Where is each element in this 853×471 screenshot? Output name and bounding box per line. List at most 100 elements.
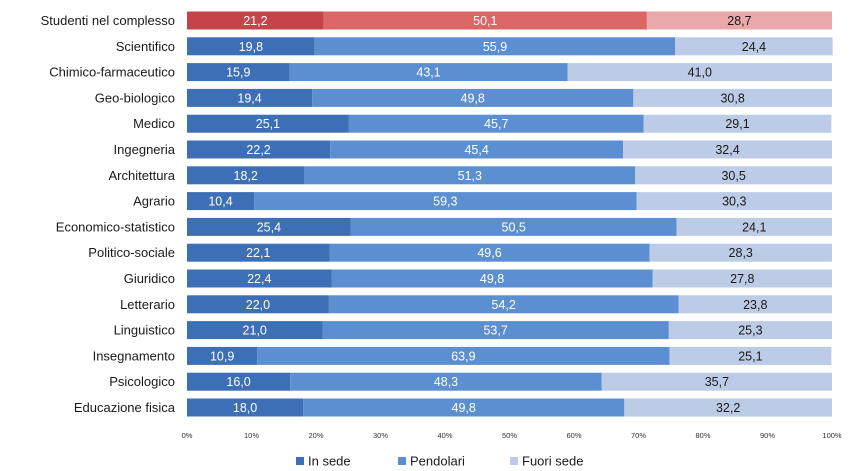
data-label-fuori-sede-scientifico: 24,4: [742, 40, 766, 54]
x-tick-label: 80%: [695, 431, 710, 440]
category-label-linguistico: Linguistico: [114, 323, 175, 338]
bar-pendolari-psicologico: [290, 372, 602, 391]
data-label-in-sede-medico: 25,1: [256, 117, 280, 131]
bar-fuori-sede-ingegneria: [623, 140, 832, 159]
data-label-pendolari-architettura: 51,3: [458, 169, 482, 183]
bar-pendolari-educazione-fisica: [303, 398, 625, 417]
data-label-fuori-sede-agrario: 30,3: [722, 195, 746, 209]
data-label-fuori-sede-insegnamento: 25,1: [738, 349, 762, 363]
data-label-pendolari-politico-sociale: 49,6: [477, 246, 501, 260]
bar-pendolari-economico-statistico: [350, 217, 677, 236]
data-label-in-sede-agrario: 10,4: [208, 195, 232, 209]
bar-pendolari-architettura: [304, 166, 636, 185]
bar-fuori-sede-educazione-fisica: [624, 398, 832, 417]
category-label-scientifico: Scientifico: [116, 39, 175, 54]
bar-fuori-sede-chimico-farmaceutico: [567, 63, 832, 82]
data-label-fuori-sede-psicologico: 35,7: [705, 375, 729, 389]
bar-in-sede-scientifico: [187, 37, 315, 56]
data-label-fuori-sede-educazione-fisica: 32,2: [716, 401, 740, 415]
data-label-fuori-sede-architettura: 30,5: [721, 169, 745, 183]
bar-pendolari-agrario: [254, 192, 637, 211]
bar-fuori-sede-politico-sociale: [649, 243, 832, 262]
category-label-letterario: Letterario: [120, 297, 175, 312]
x-tick-label: 20%: [308, 431, 323, 440]
bar-in-sede-economico-statistico: [187, 217, 351, 236]
category-label-psicologico: Psicologico: [109, 374, 175, 389]
x-tick-label: 60%: [566, 431, 581, 440]
category-label-ingegneria: Ingegneria: [114, 142, 176, 157]
bar-pendolari-letterario: [328, 295, 679, 314]
bar-pendolari-linguistico: [322, 321, 669, 340]
data-label-pendolari-geo-biologico: 49,8: [461, 91, 485, 105]
data-label-fuori-sede-politico-sociale: 28,3: [729, 246, 753, 260]
x-tick-label: 100%: [822, 431, 842, 440]
bar-in-sede-linguistico: [187, 321, 323, 340]
legend-label-fuori-sede: Fuori sede: [522, 454, 583, 469]
data-label-pendolari-economico-statistico: 50,5: [502, 220, 526, 234]
bar-fuori-sede-insegnamento: [669, 346, 832, 365]
category-label-educazione-fisica: Educazione fisica: [74, 400, 176, 415]
bar-pendolari-medico: [348, 114, 644, 133]
category-label-studenti-nel-complesso: Studenti nel complesso: [41, 13, 175, 28]
bar-fuori-sede-economico-statistico: [676, 217, 832, 236]
bar-in-sede-agrario: [187, 192, 255, 211]
category-label-medico: Medico: [133, 116, 175, 131]
data-label-fuori-sede-studenti-nel-complesso: 28,7: [727, 14, 751, 28]
bar-fuori-sede-studenti-nel-complesso: [646, 11, 832, 30]
data-label-in-sede-insegnamento: 10,9: [210, 349, 234, 363]
data-label-in-sede-psicologico: 16,0: [226, 375, 250, 389]
legend-swatch-fuori-sede: [510, 457, 518, 465]
bar-fuori-sede-medico: [643, 114, 832, 133]
x-tick-label: 10%: [244, 431, 259, 440]
data-label-fuori-sede-letterario: 23,8: [743, 298, 767, 312]
category-label-chimico-farmaceutico: Chimico-farmaceutico: [49, 65, 175, 80]
data-label-in-sede-architettura: 18,2: [234, 169, 258, 183]
data-label-pendolari-giuridico: 49,8: [480, 272, 504, 286]
bar-fuori-sede-giuridico: [652, 269, 832, 288]
bar-pendolari-ingegneria: [330, 140, 624, 159]
category-label-insegnamento: Insegnamento: [93, 348, 175, 363]
bar-in-sede-geo-biologico: [187, 88, 313, 107]
bar-pendolari-politico-sociale: [329, 243, 650, 262]
data-label-pendolari-scientifico: 55,9: [483, 40, 507, 54]
data-label-pendolari-ingegneria: 45,4: [464, 143, 488, 157]
legend-swatch-pendolari: [398, 457, 406, 465]
data-label-pendolari-linguistico: 53,7: [483, 324, 507, 338]
bar-pendolari-insegnamento: [257, 346, 670, 365]
bar-in-sede-psicologico: [187, 372, 291, 391]
data-label-in-sede-ingegneria: 22,2: [246, 143, 270, 157]
x-tick-label: 70%: [631, 431, 646, 440]
data-label-in-sede-giuridico: 22,4: [247, 272, 271, 286]
data-label-in-sede-educazione-fisica: 18,0: [233, 401, 257, 415]
data-label-fuori-sede-giuridico: 27,8: [730, 272, 754, 286]
data-label-fuori-sede-economico-statistico: 24,1: [742, 220, 766, 234]
x-tick-label: 50%: [502, 431, 517, 440]
data-label-in-sede-chimico-farmaceutico: 15,9: [226, 66, 250, 80]
bar-fuori-sede-architettura: [635, 166, 832, 185]
data-label-in-sede-politico-sociale: 22,1: [246, 246, 270, 260]
x-axis-ticks: 0% 10% 20% 30% 40% 50% 60% 70% 80% 90% 100%: [182, 431, 842, 440]
data-label-in-sede-geo-biologico: 19,4: [237, 91, 261, 105]
bar-fuori-sede-psicologico: [601, 372, 832, 391]
category-label-architettura: Architettura: [109, 168, 176, 183]
bar-fuori-sede-geo-biologico: [633, 88, 832, 107]
bar-fuori-sede-agrario: [636, 192, 832, 211]
category-label-agrario: Agrario: [133, 194, 175, 209]
data-label-fuori-sede-linguistico: 25,3: [738, 324, 762, 338]
x-tick-label: 0%: [182, 431, 193, 440]
data-label-in-sede-linguistico: 21,0: [243, 324, 267, 338]
bar-in-sede-architettura: [187, 166, 305, 185]
bar-pendolari-geo-biologico: [312, 88, 634, 107]
data-label-pendolari-studenti-nel-complesso: 50,1: [473, 14, 497, 28]
bar-pendolari-giuridico: [331, 269, 653, 288]
legend-label-pendolari: Pendolari: [410, 454, 465, 469]
x-tick-label: 40%: [437, 431, 452, 440]
bar-in-sede-insegnamento: [187, 346, 258, 365]
data-label-pendolari-educazione-fisica: 49,8: [452, 401, 476, 415]
category-label-giuridico: Giuridico: [124, 271, 175, 286]
bar-in-sede-ingegneria: [187, 140, 331, 159]
category-label-politico-sociale: Politico-sociale: [88, 245, 175, 260]
category-labels: Studenti nel complesso Scientifico Chimico…: [41, 13, 176, 415]
bar-pendolari-scientifico: [314, 37, 676, 56]
